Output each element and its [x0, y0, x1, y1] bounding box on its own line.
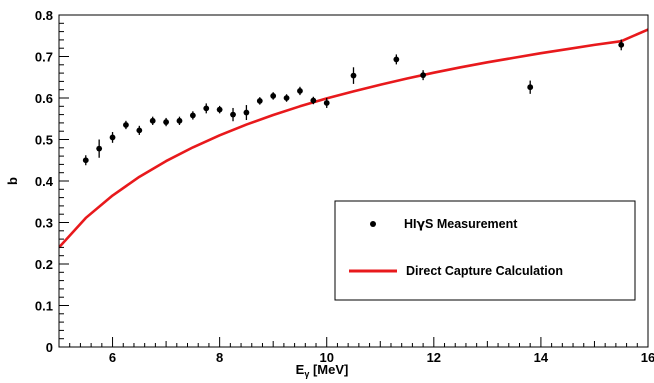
data-point [176, 116, 183, 125]
y-tick-label: 0.8 [35, 8, 53, 23]
calculation-curve [59, 28, 648, 249]
point-marker [270, 93, 277, 99]
point-marker [323, 100, 330, 106]
x-tick-label: 8 [216, 350, 223, 365]
point-marker [297, 88, 303, 94]
data-point [96, 139, 103, 158]
legend: HIγS Measurement Direct Capture Calculat… [334, 200, 636, 301]
point-marker [256, 98, 263, 104]
data-point [393, 54, 400, 65]
data-point [310, 96, 317, 105]
point-marker [136, 127, 143, 134]
x-tick-label: 16 [641, 350, 654, 365]
data-point [216, 105, 223, 114]
point-marker [393, 56, 400, 63]
y-tick-label: 0 [46, 340, 53, 355]
point-marker [216, 106, 223, 113]
x-tick-label: 12 [427, 350, 441, 365]
ticks-layer [58, 14, 649, 348]
data-point [618, 39, 625, 51]
data-point [350, 67, 357, 84]
x-tick-label: 6 [109, 350, 116, 365]
point-marker [243, 109, 250, 116]
y-tick-label: 0.7 [35, 50, 53, 65]
point-marker [310, 97, 317, 104]
data-point [256, 97, 263, 105]
point-marker [123, 122, 129, 128]
x-tick-label: 10 [319, 350, 333, 365]
x-axis-label: Eγ [MeV] [296, 362, 349, 379]
data-point [243, 105, 250, 120]
curve-layer [59, 28, 648, 249]
data-point [189, 111, 196, 120]
point-marker [230, 111, 236, 118]
points-layer [82, 39, 625, 166]
point-marker [109, 134, 116, 141]
data-point [136, 125, 143, 135]
point-marker [420, 72, 427, 79]
data-point [109, 132, 116, 143]
x-tick-label: 14 [534, 350, 549, 365]
y-tick-label: 0.2 [35, 257, 53, 272]
point-marker [527, 84, 534, 91]
point-marker [189, 112, 196, 119]
point-marker [203, 105, 210, 112]
legend-label-measurement: HIγS Measurement [404, 216, 518, 231]
data-point [82, 155, 89, 166]
data-point [230, 107, 236, 122]
y-tick-label: 0.5 [35, 133, 53, 148]
data-point [203, 103, 210, 114]
point-marker [176, 117, 183, 124]
point-marker [96, 145, 103, 152]
legend-box [334, 200, 636, 301]
data-point [270, 92, 277, 100]
data-point [283, 94, 290, 102]
point-marker [163, 119, 169, 125]
point-marker [350, 72, 357, 79]
y-tick-label: 0.3 [35, 216, 53, 231]
point-marker [82, 157, 89, 164]
y-tick-label: 0.1 [35, 299, 53, 314]
data-point [123, 120, 129, 130]
y-tick-label: 0.6 [35, 91, 53, 106]
data-point [297, 86, 303, 96]
data-point [527, 80, 534, 94]
data-point [420, 70, 427, 81]
data-point [323, 98, 330, 108]
point-marker [618, 41, 625, 48]
legend-marker-measurement [370, 221, 376, 227]
y-axis-label: b [5, 177, 20, 185]
point-marker [149, 117, 156, 124]
legend-label-calculation: Direct Capture Calculation [406, 264, 563, 278]
y-tick-label: 0.4 [35, 174, 54, 189]
data-point [149, 116, 156, 125]
data-point [163, 117, 169, 127]
labels-layer: 6 8 10 12 14 16 0 0.1 0.2 0.3 0.4 0.5 0.6 0.7 0.8 [35, 8, 654, 365]
point-marker [283, 95, 290, 101]
